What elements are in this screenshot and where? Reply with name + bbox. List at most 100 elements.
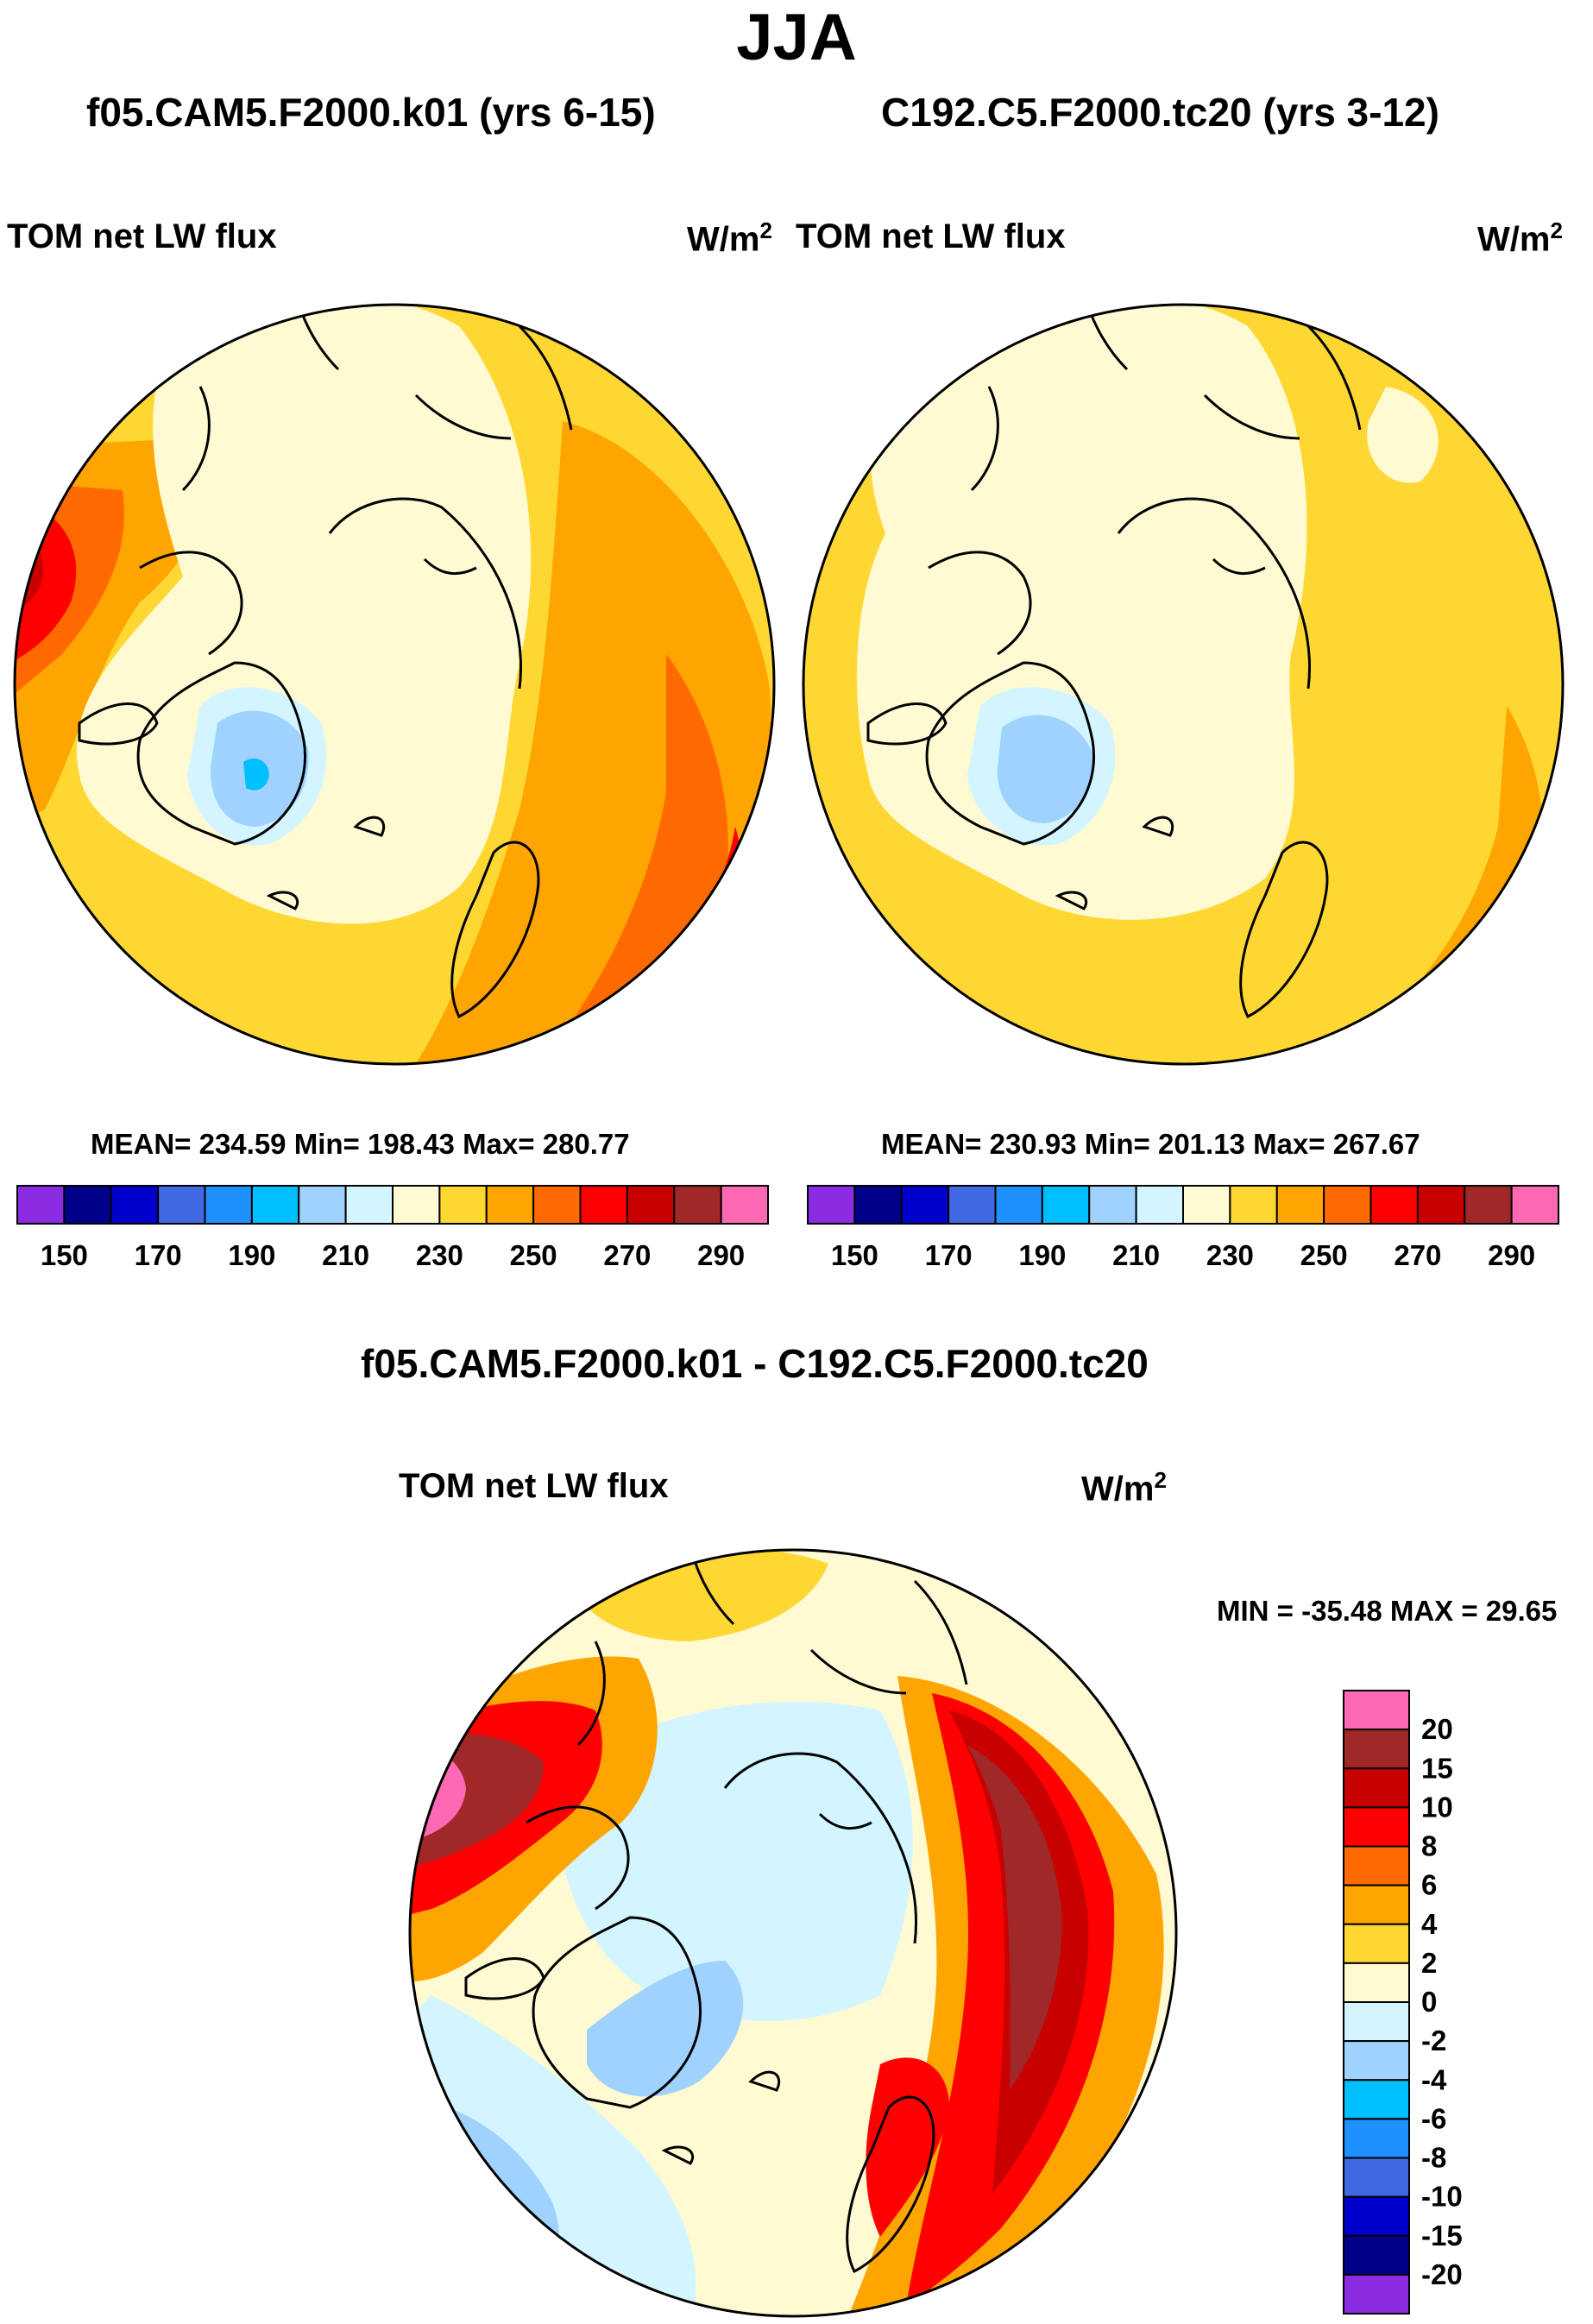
colorbar2-tick-label: 170 [925,1239,973,1271]
diff-colorbar-tick-label: -4 [1421,2063,1447,2095]
diff-colorbar-tick-label: 4 [1421,1908,1438,1940]
colorbar1-cell-10 [485,1185,535,1225]
colorbar2-tick-label: 190 [1018,1239,1066,1271]
colorbar2-cell-14 [1464,1185,1513,1225]
diff-colorbar-tick-label: -6 [1421,2102,1446,2134]
colorbar1-tick-label: 290 [697,1239,745,1271]
diff-colorbar-tick-label: -2 [1421,2025,1446,2056]
map1-coastlines [78,305,573,1019]
season-title: JJA [736,1,857,74]
diff-colorbar-tick-label: 15 [1421,1752,1453,1784]
colorbar1-cell-15 [720,1185,769,1225]
diff-colorbar-tick-label: 20 [1421,1713,1453,1745]
colorbar2-tick-label: 150 [831,1239,878,1271]
map2-field-cold-center [856,305,1307,920]
diff-field-blue-greenland [587,1961,744,2097]
diff-colorbar-cell-6 [1343,1923,1410,1964]
diff-variable-title: TOM net LW flux [399,1467,669,1505]
colorbar2-tick-label: 230 [1206,1239,1254,1271]
colorbar1-cell-14 [673,1185,722,1225]
colorbar1-cell-8 [392,1185,441,1225]
colorbar1-cell-7 [344,1185,394,1225]
diff-colorbar-cell-9 [1343,2040,1410,2082]
diff-colorbar-cell-8 [1343,2001,1410,2043]
colorbar1-tick-label: 170 [135,1239,182,1271]
diff-colorbar-cell-15 [1343,2273,1410,2315]
colorbar1-cell-5 [250,1185,300,1225]
diff-colorbar-cell-4 [1343,1845,1410,1886]
diff-colorbar-tick-label: -10 [1421,2181,1463,2213]
diff-colorbar-cell-11 [1343,2118,1410,2159]
diff-map-boundary-circle [408,1548,1178,2318]
colorbar1-tick-label: 250 [510,1239,557,1271]
colorbar2-cell-4 [994,1185,1043,1225]
colorbar2-cell-10 [1275,1185,1325,1225]
map2-field-cold-patch [1367,387,1439,483]
colorbar1: 150 170 190 210 230 250 270 290 [16,1185,769,1271]
diff-colorbar-tick-label: -20 [1421,2258,1463,2290]
map2-field-ice-b [997,715,1093,823]
diff-colorbar-cells [1343,1690,1410,2315]
colorbar1-tick-label: 190 [228,1239,275,1271]
colorbar2-tick-label: 250 [1300,1239,1348,1271]
diff-map-polar-plot [408,1548,1178,2318]
colorbar1-cell-13 [626,1185,676,1225]
diff-units: W/m2 [1081,1467,1167,1508]
map1-field-ice-c [243,758,269,790]
diff-stats: MIN = -35.48 MAX = 29.65 [1217,1595,1558,1627]
colorbar2-cell-8 [1182,1185,1231,1225]
map1-boundary-circle [13,303,776,1066]
map1-polar-plot [13,303,776,1066]
colorbar2-cell-9 [1229,1185,1278,1225]
panel1-stats: MEAN= 234.59 Min= 198.43 Max= 280.77 [91,1128,630,1160]
colorbar2-cell-2 [900,1185,950,1225]
colorbar1-cell-11 [532,1185,582,1225]
colorbar2-tick-label: 290 [1488,1239,1535,1271]
diff-title: f05.CAM5.F2000.k01 - C192.C5.F2000.tc20 [361,1341,1149,1386]
diff-colorbar-tick-label: 8 [1421,1830,1437,1862]
map2-coastlines [866,305,1362,1019]
diff-colorbar-cell-2 [1343,1767,1410,1809]
panel1-variable-title: TOM net LW flux [7,217,277,255]
colorbar2-tick-label: 210 [1112,1239,1160,1271]
colorbar2: 150 170 190 210 230 250 270 290 [807,1185,1559,1271]
colorbar1-cell-12 [579,1185,628,1225]
colorbar2-cell-3 [948,1185,997,1225]
panel2-variable-title: TOM net LW flux [796,217,1066,255]
map2-polar-plot [802,303,1565,1066]
diff-colorbar-cell-12 [1343,2157,1410,2198]
colorbar1-cell-4 [204,1185,253,1225]
map2-boundary-circle [802,303,1565,1066]
colorbar2-cell-1 [853,1185,903,1225]
colorbar1-cell-6 [298,1185,347,1225]
diff-colorbar-tick-label: 2 [1421,1947,1437,1979]
colorbar1-tick-label: 210 [322,1239,369,1271]
diff-colorbar-cell-1 [1343,1729,1410,1770]
colorbar2-cell-6 [1088,1185,1137,1225]
colorbar1-cells [16,1185,769,1225]
panel1-case-title: f05.CAM5.F2000.k01 (yrs 6-15) [86,90,656,135]
colorbar1-tick-label: 270 [603,1239,651,1271]
diff-colorbar-cell-14 [1343,2234,1410,2276]
colorbar1-ticks: 150 170 190 210 230 250 270 290 [41,1239,745,1271]
colorbar2-tick-label: 270 [1394,1239,1441,1271]
diff-colorbar-tick-label: 10 [1421,1791,1453,1823]
colorbar2-cell-13 [1416,1185,1466,1225]
diff-colorbar-tick-label: -8 [1421,2142,1446,2174]
panel1-units: W/m2 [687,217,772,259]
diff-colorbar-tick-label: 6 [1421,1869,1437,1901]
colorbar1-cell-0 [16,1185,66,1225]
colorbar2-cell-5 [1041,1185,1091,1225]
diff-colorbar-cell-10 [1343,2079,1410,2120]
diff-field-brown-east [967,1745,1062,2090]
diff-colorbar-tick-label: -15 [1421,2220,1463,2252]
colorbar1-cell-3 [157,1185,206,1225]
diff-colorbar-cell-5 [1343,1884,1410,1925]
colorbar2-cell-12 [1369,1185,1419,1225]
diff-colorbar-cell-3 [1343,1806,1410,1848]
panel2-case-title: C192.C5.F2000.tc20 (yrs 3-12) [881,90,1439,135]
diff-colorbar-tick-label: 0 [1421,1986,1437,2018]
colorbar2-cells [807,1185,1559,1225]
